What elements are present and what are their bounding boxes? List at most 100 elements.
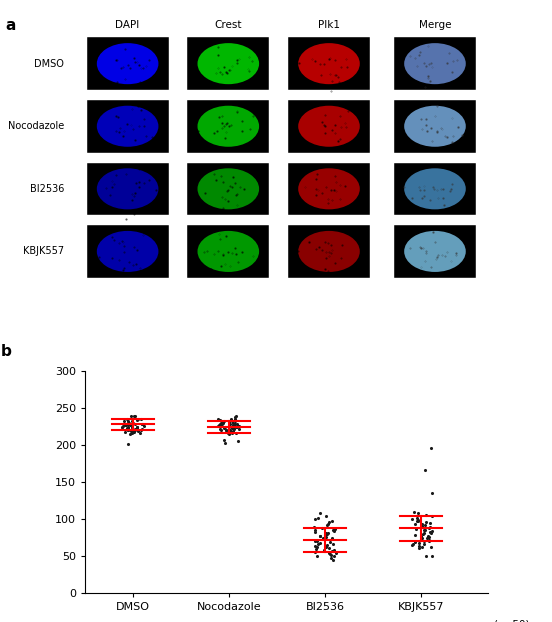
Ellipse shape (298, 43, 360, 84)
Point (132, 422, 141, 432)
Point (327, 553, 336, 563)
Point (310, 524, 319, 534)
Point (229, 420, 238, 430)
Point (318, 533, 327, 543)
Point (221, 438, 230, 448)
Point (312, 542, 321, 552)
Point (325, 543, 333, 553)
Point (121, 427, 130, 437)
Point (225, 417, 233, 427)
Point (124, 418, 132, 428)
Point (133, 423, 142, 433)
Point (119, 421, 128, 431)
Text: Merge: Merge (419, 19, 451, 30)
Point (135, 427, 144, 437)
Point (422, 534, 431, 544)
Ellipse shape (404, 169, 466, 210)
Point (223, 427, 232, 437)
Point (428, 488, 437, 498)
Point (233, 437, 242, 447)
Point (319, 534, 327, 544)
Point (217, 419, 226, 429)
Point (426, 518, 434, 528)
Point (327, 516, 336, 526)
Point (311, 541, 320, 551)
Point (326, 537, 335, 547)
Point (122, 420, 131, 430)
Point (137, 414, 146, 424)
Ellipse shape (198, 106, 259, 147)
Point (424, 532, 433, 542)
Point (222, 425, 231, 435)
Point (137, 425, 146, 435)
Point (316, 538, 325, 548)
Point (414, 515, 423, 525)
Point (132, 422, 141, 432)
Point (413, 508, 422, 518)
Ellipse shape (404, 43, 466, 84)
Point (411, 519, 420, 529)
Point (124, 423, 132, 433)
Bar (394, 225, 476, 278)
Point (216, 415, 225, 425)
Point (127, 425, 136, 435)
Point (131, 411, 140, 420)
Point (130, 425, 139, 435)
Point (414, 538, 423, 548)
Point (422, 550, 431, 560)
Point (231, 419, 240, 429)
Point (138, 419, 147, 429)
Bar (187, 37, 269, 90)
Point (123, 425, 132, 435)
Point (133, 426, 142, 436)
Point (426, 527, 434, 537)
Point (130, 427, 139, 437)
Point (323, 529, 332, 539)
Point (131, 424, 140, 434)
Point (312, 536, 321, 545)
Point (225, 429, 234, 439)
Point (314, 539, 322, 549)
Point (417, 522, 426, 532)
Point (235, 421, 244, 431)
Point (322, 542, 331, 552)
Point (310, 522, 319, 532)
Point (129, 418, 138, 428)
Point (228, 415, 237, 425)
Point (310, 527, 319, 537)
Point (124, 425, 132, 435)
Point (230, 424, 238, 434)
Ellipse shape (298, 231, 360, 272)
Point (234, 421, 243, 431)
Point (408, 514, 417, 524)
Point (232, 422, 241, 432)
Point (217, 415, 226, 425)
Point (139, 419, 147, 429)
Ellipse shape (198, 231, 259, 272)
Point (327, 534, 336, 544)
Point (124, 422, 133, 432)
Point (322, 520, 331, 530)
Bar (187, 100, 269, 152)
Point (421, 526, 429, 536)
Point (415, 541, 423, 551)
Point (126, 426, 135, 436)
Text: BI2536: BI2536 (30, 184, 64, 194)
Point (420, 528, 428, 538)
Point (124, 418, 133, 428)
Text: DAPI: DAPI (115, 19, 140, 30)
Bar (87, 225, 169, 278)
Ellipse shape (404, 231, 466, 272)
Ellipse shape (404, 106, 466, 147)
Point (322, 540, 331, 550)
Point (214, 414, 222, 424)
Point (217, 419, 226, 429)
Point (232, 419, 241, 429)
Bar (187, 162, 269, 215)
Point (125, 420, 134, 430)
Point (221, 425, 230, 435)
Point (326, 549, 335, 559)
Point (226, 425, 235, 435)
Point (128, 422, 136, 432)
Ellipse shape (97, 169, 158, 210)
